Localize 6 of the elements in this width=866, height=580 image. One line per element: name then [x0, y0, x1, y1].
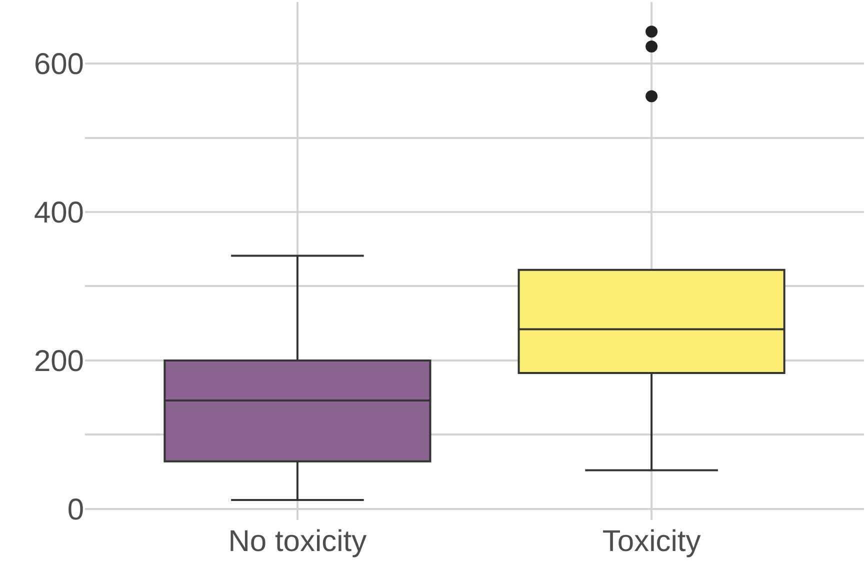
- y-tick-label: 400: [34, 196, 84, 230]
- x-tick-label: Toxicity: [602, 525, 701, 558]
- x-tick-label: No toxicity: [228, 525, 367, 558]
- y-tick-label: 200: [34, 344, 84, 378]
- y-tick-label: 600: [34, 48, 84, 82]
- y-tick-label: 0: [67, 493, 84, 526]
